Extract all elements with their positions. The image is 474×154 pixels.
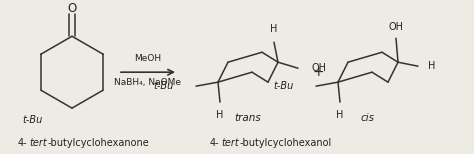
Text: cis: cis — [361, 113, 375, 123]
Text: H: H — [337, 110, 344, 120]
Text: tert: tert — [221, 138, 239, 148]
Text: t-Bu: t-Bu — [274, 81, 294, 91]
Text: H: H — [428, 61, 436, 71]
Text: +: + — [312, 65, 324, 79]
Text: MeOH: MeOH — [135, 54, 162, 63]
Text: trans: trans — [235, 113, 261, 123]
Text: H: H — [216, 110, 224, 120]
Text: OH: OH — [389, 22, 403, 32]
Text: 4-: 4- — [18, 138, 27, 148]
Text: t-Bu: t-Bu — [22, 115, 42, 125]
Text: NaBH₄, NaOMe: NaBH₄, NaOMe — [115, 78, 182, 87]
Text: -butylcyclohexanol: -butylcyclohexanol — [240, 138, 332, 148]
Text: -butylcyclohexanone: -butylcyclohexanone — [48, 138, 150, 148]
Text: 4-: 4- — [210, 138, 219, 148]
Text: t-Bu: t-Bu — [154, 81, 174, 91]
Text: O: O — [67, 2, 77, 15]
Text: OH: OH — [312, 63, 327, 73]
Text: tert: tert — [29, 138, 47, 148]
Text: H: H — [270, 24, 278, 34]
